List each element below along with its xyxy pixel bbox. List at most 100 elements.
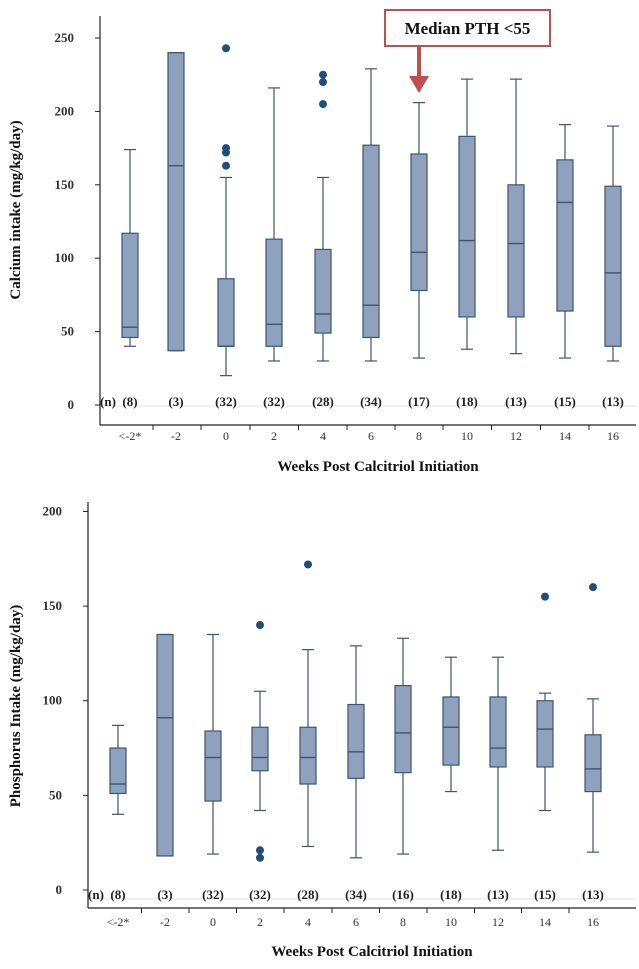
p-box <box>536 700 554 768</box>
ca-n-count: (17) <box>408 394 430 409</box>
ca-x-tick-label: 6 <box>368 429 374 443</box>
p-outlier-point <box>304 560 312 569</box>
p-box <box>442 696 460 766</box>
ca-outlier-point <box>319 70 327 79</box>
p-n-count: (34) <box>345 887 367 902</box>
p-box <box>299 726 317 785</box>
p-n-count: (13) <box>582 887 604 902</box>
phosphorus-chart: 0 50 100 150 200 <-2* (8) -2 (3) 0 (32) 2 (32) 4 (28) 6… <box>8 502 636 960</box>
p-n-count: (13) <box>487 887 509 902</box>
p-n-count: (18) <box>440 887 462 902</box>
p-y-tick-label: 100 <box>43 693 63 708</box>
ca-box <box>410 153 428 292</box>
ca-n-count: (18) <box>456 394 478 409</box>
ca-box <box>167 52 185 352</box>
ca-outlier-point <box>319 78 327 87</box>
p-outlier-point <box>541 592 549 601</box>
ca-annotation-text: Median PTH <55 <box>405 19 531 38</box>
ca-n-count: (32) <box>215 394 237 409</box>
p-n-count: (8) <box>110 887 125 902</box>
p-n-count: (32) <box>202 887 224 902</box>
p-box <box>251 726 269 772</box>
p-n-count: (16) <box>392 887 414 902</box>
ca-box <box>507 184 525 318</box>
p-y-tick-label: 150 <box>43 598 63 613</box>
ca-outlier-point <box>222 144 230 153</box>
ca-annotation-box <box>384 9 551 47</box>
ca-x-axis-label: Weeks Post Calcitriol Initiation <box>277 459 479 475</box>
ca-n-count: (28) <box>312 394 334 409</box>
ca-x-tick-label: 16 <box>607 429 619 443</box>
ca-x-tick-label: 10 <box>461 429 473 443</box>
p-box <box>109 747 127 795</box>
ca-y-tick-label: 50 <box>61 324 74 339</box>
ca-y-tick-label: 200 <box>55 103 75 118</box>
ca-outlier-point <box>222 161 230 170</box>
p-outlier-point <box>256 853 264 862</box>
ca-y-tick-label: 100 <box>55 250 75 265</box>
ca-y-tick-label: 0 <box>68 397 75 412</box>
ca-x-tick-label: 12 <box>510 429 522 443</box>
p-x-tick-label: 4 <box>305 915 311 929</box>
ca-box <box>362 144 380 339</box>
p-box <box>156 633 174 857</box>
p-y-axis-label: Phosphorus Intake (mg/kg/day) <box>8 605 24 808</box>
calcium-chart: 0 50 100 150 200 250 <-2* (8) -2 (3) 0 (32) 2 (32) 4 (2… <box>8 9 636 475</box>
p-n-count: (28) <box>297 887 319 902</box>
p-box <box>204 730 222 802</box>
ca-x-tick-label: -2 <box>171 429 181 443</box>
p-x-tick-label: 2 <box>257 915 263 929</box>
p-n-count: (3) <box>157 887 172 902</box>
p-box <box>489 696 507 768</box>
ca-y-tick-label: 150 <box>55 177 75 192</box>
p-x-tick-label: <-2* <box>107 915 130 929</box>
ca-x-tick-label: 0 <box>223 429 229 443</box>
p-box <box>347 703 365 779</box>
ca-y-tick-label: 250 <box>55 30 75 45</box>
p-y-tick-label: 0 <box>56 882 63 897</box>
p-box <box>394 684 412 774</box>
ca-box <box>556 159 574 312</box>
ca-x-tick-label: 14 <box>559 429 571 443</box>
p-x-tick-label: 16 <box>587 915 599 929</box>
p-box <box>584 734 602 793</box>
ca-box <box>121 232 139 339</box>
p-outlier-point <box>256 846 264 855</box>
ca-n-count: (13) <box>602 394 624 409</box>
ca-outlier-point <box>222 44 230 53</box>
ca-x-tick-label: <-2* <box>119 429 142 443</box>
ca-box <box>314 248 332 334</box>
p-y-tick-label: 50 <box>49 787 62 802</box>
ca-n-count: (13) <box>505 394 527 409</box>
p-outlier-point <box>589 583 597 592</box>
ca-box <box>217 278 235 347</box>
ca-n-count: (15) <box>554 394 576 409</box>
ca-x-tick-label: 8 <box>416 429 422 443</box>
p-x-tick-label: 0 <box>210 915 216 929</box>
p-x-tick-label: -2 <box>160 915 170 929</box>
ca-n-count: (32) <box>263 394 285 409</box>
p-x-tick-label: 8 <box>400 915 406 929</box>
ca-annotation-arrow-head <box>409 76 429 93</box>
ca-box <box>604 185 622 347</box>
ca-x-tick-label: 4 <box>320 429 326 443</box>
p-x-tick-label: 12 <box>492 915 504 929</box>
p-x-tick-label: 14 <box>539 915 551 929</box>
p-n-prefix: (n) <box>88 887 104 902</box>
p-x-axis-label: Weeks Post Calcitriol Initiation <box>271 944 473 960</box>
p-n-count: (32) <box>249 887 271 902</box>
ca-box <box>265 238 283 347</box>
ca-x-tick-label: 2 <box>271 429 277 443</box>
p-x-tick-label: 6 <box>353 915 359 929</box>
p-n-count: (15) <box>534 887 556 902</box>
ca-outlier-point <box>319 100 327 109</box>
ca-n-count: (8) <box>122 394 137 409</box>
p-y-tick-label: 200 <box>43 503 63 518</box>
ca-n-count: (3) <box>168 394 183 409</box>
ca-n-prefix: (n) <box>100 394 116 409</box>
ca-box <box>458 135 476 318</box>
p-outlier-point <box>256 621 264 630</box>
p-x-tick-label: 10 <box>445 915 457 929</box>
ca-y-axis-label: Calcium intake (mg/kg/day) <box>8 120 24 299</box>
